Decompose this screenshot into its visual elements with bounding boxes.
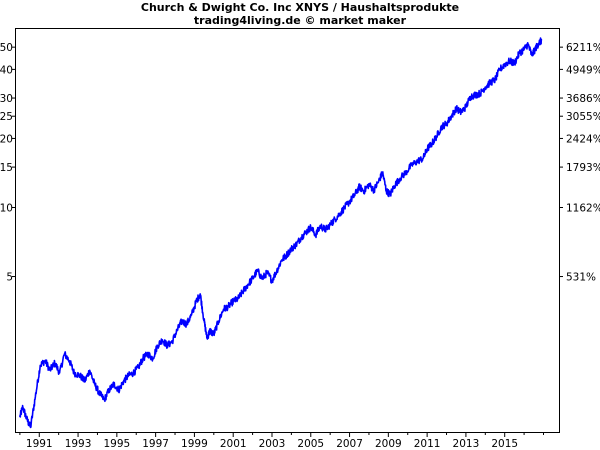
y-tick-label-left: 25: [0, 111, 13, 123]
x-tick-label: 2003: [259, 438, 286, 450]
plot-frame: [15, 28, 560, 433]
y-tick-label-left: 50: [0, 42, 13, 54]
y-tick-label-right: 531%: [566, 272, 596, 284]
y-tick-label-right: 3055%: [566, 111, 600, 123]
x-tick-label: 2011: [414, 438, 441, 450]
plot-area: [19, 37, 543, 429]
y-tick-label-right: 6211%: [566, 42, 600, 54]
y-tick-label-right: 1162%: [566, 202, 600, 214]
x-tick-label: 2005: [297, 438, 324, 450]
x-tick-label: 1991: [26, 438, 53, 450]
x-tick-label: 2009: [375, 438, 402, 450]
chart-title: Church & Dwight Co. Inc XNYS / Haushalts…: [141, 1, 459, 14]
y-tick-label-right: 4949%: [566, 64, 600, 76]
axis-ticks: 1991 1993 1995 1997 1999 2001 2003 2005 2007 2009…: [0, 42, 600, 450]
y-tick-label-left: 40: [0, 64, 13, 76]
y-tick-label-left: 10: [0, 202, 13, 214]
y-tick-label-right: 3686%: [566, 93, 600, 105]
x-tick-label: 2001: [220, 438, 247, 450]
x-tick-label: 1995: [103, 438, 130, 450]
chart-subtitle: trading4living.de © market maker: [194, 14, 407, 27]
x-tick-label: 1993: [65, 438, 92, 450]
y-tick-label-left: 5: [6, 272, 13, 284]
x-tick-label: 2015: [491, 438, 518, 450]
x-tick-label: 1997: [142, 438, 169, 450]
price-line-series-0: [19, 37, 543, 429]
y-tick-label-left: 15: [0, 162, 13, 174]
y-tick-label-left: 20: [0, 133, 13, 145]
x-tick-label: 2007: [336, 438, 363, 450]
y-tick-label-right: 1793%: [566, 162, 600, 174]
x-tick-label: 1999: [181, 438, 208, 450]
x-tick-label: 2013: [453, 438, 480, 450]
y-tick-label-right: 2424%: [566, 133, 600, 145]
y-tick-label-left: 30: [0, 93, 13, 105]
